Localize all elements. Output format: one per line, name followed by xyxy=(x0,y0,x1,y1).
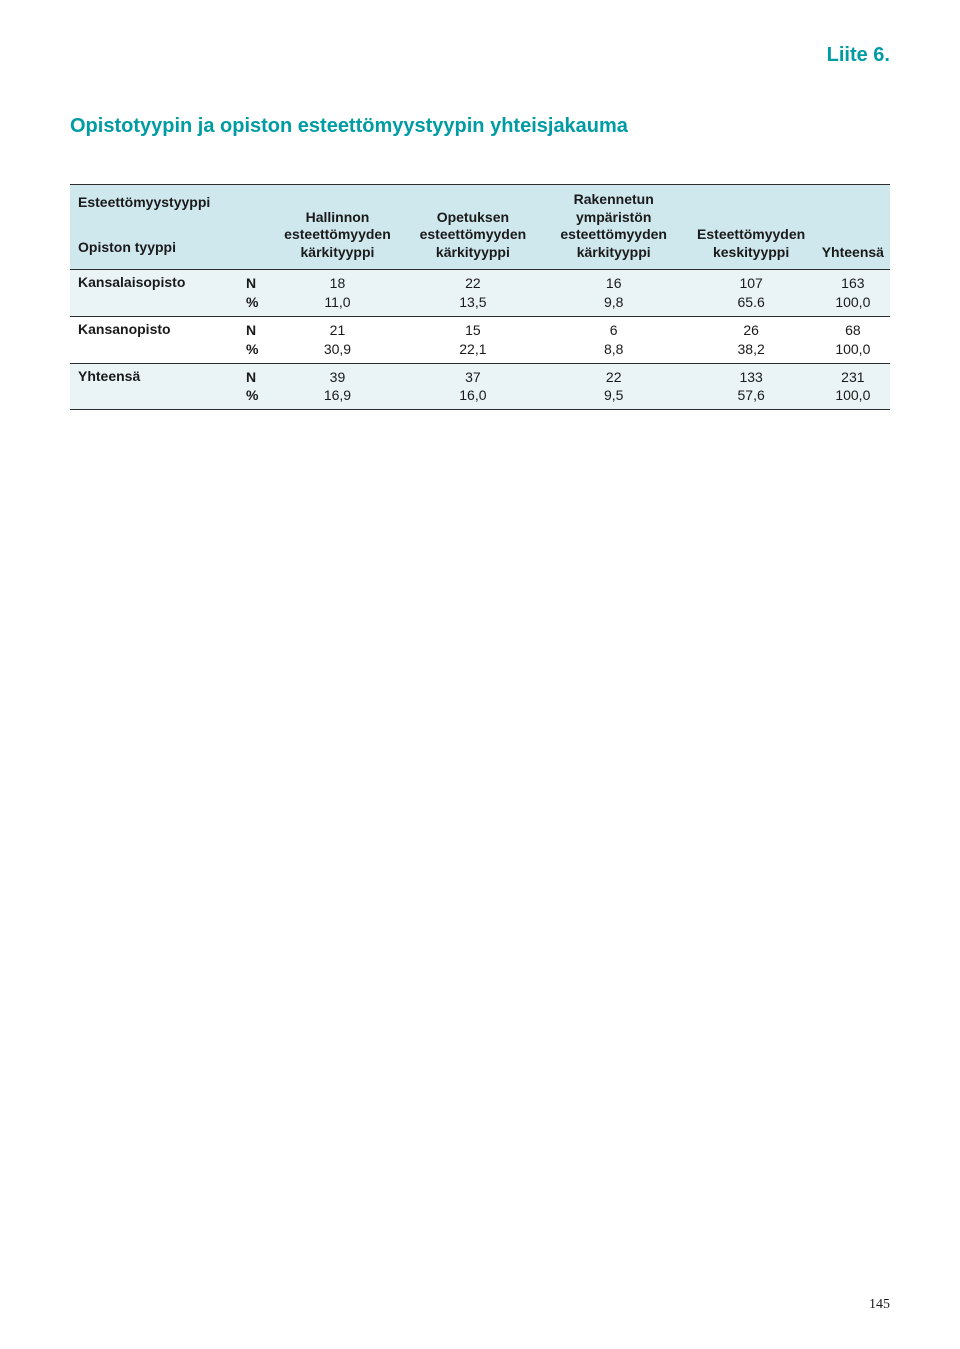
row-metric: N% xyxy=(240,316,270,363)
table-row: YhteensäN%3916,93716,0229,513357,6231100… xyxy=(70,363,890,410)
cell: 68100,0 xyxy=(816,316,890,363)
cell: 68,8 xyxy=(541,316,687,363)
cell: 3916,9 xyxy=(270,363,405,410)
cell: 10765.6 xyxy=(687,270,816,317)
page-title: Opistotyypin ja opiston esteettömyystyyp… xyxy=(70,115,890,138)
metric-header xyxy=(240,185,270,270)
page: Liite 6. Opistotyypin ja opiston esteett… xyxy=(0,0,960,1349)
cell: 231100,0 xyxy=(816,363,890,410)
row-label: Kansalaisopisto xyxy=(70,270,240,317)
table-header: Esteettömyystyyppi Opiston tyyppi Hallin… xyxy=(70,185,890,270)
table-body: KansalaisopistoN%1811,02213,5169,810765.… xyxy=(70,270,890,410)
table-row: KansalaisopistoN%1811,02213,5169,810765.… xyxy=(70,270,890,317)
row-metric: N% xyxy=(240,363,270,410)
cell: 2130,9 xyxy=(270,316,405,363)
table-row: KansanopistoN%2130,91522,168,82638,26810… xyxy=(70,316,890,363)
cell: 169,8 xyxy=(541,270,687,317)
data-table: Esteettömyystyyppi Opiston tyyppi Hallin… xyxy=(70,184,890,410)
col-header-0: Hallinnon esteettömyyden kärkityyppi xyxy=(270,185,405,270)
row-label: Kansanopisto xyxy=(70,316,240,363)
cell: 229,5 xyxy=(541,363,687,410)
cell: 2638,2 xyxy=(687,316,816,363)
cell: 13357,6 xyxy=(687,363,816,410)
col-header-2: Rakennetun ympäristön esteettömyyden kär… xyxy=(541,185,687,270)
appendix-label: Liite 6. xyxy=(70,44,890,67)
row-metric: N% xyxy=(240,270,270,317)
stub-header-top: Esteettömyystyyppi Opiston tyyppi xyxy=(70,185,240,270)
cell: 2213,5 xyxy=(405,270,541,317)
col-header-3: Esteettömyyden keskityyppi xyxy=(687,185,816,270)
cell: 3716,0 xyxy=(405,363,541,410)
col-header-1: Opetuksen esteettömyyden kärkityyppi xyxy=(405,185,541,270)
page-number: 145 xyxy=(869,1297,890,1313)
cell: 1522,1 xyxy=(405,316,541,363)
col-header-4: Yhteensä xyxy=(816,185,890,270)
cell: 1811,0 xyxy=(270,270,405,317)
cell: 163100,0 xyxy=(816,270,890,317)
row-label: Yhteensä xyxy=(70,363,240,410)
